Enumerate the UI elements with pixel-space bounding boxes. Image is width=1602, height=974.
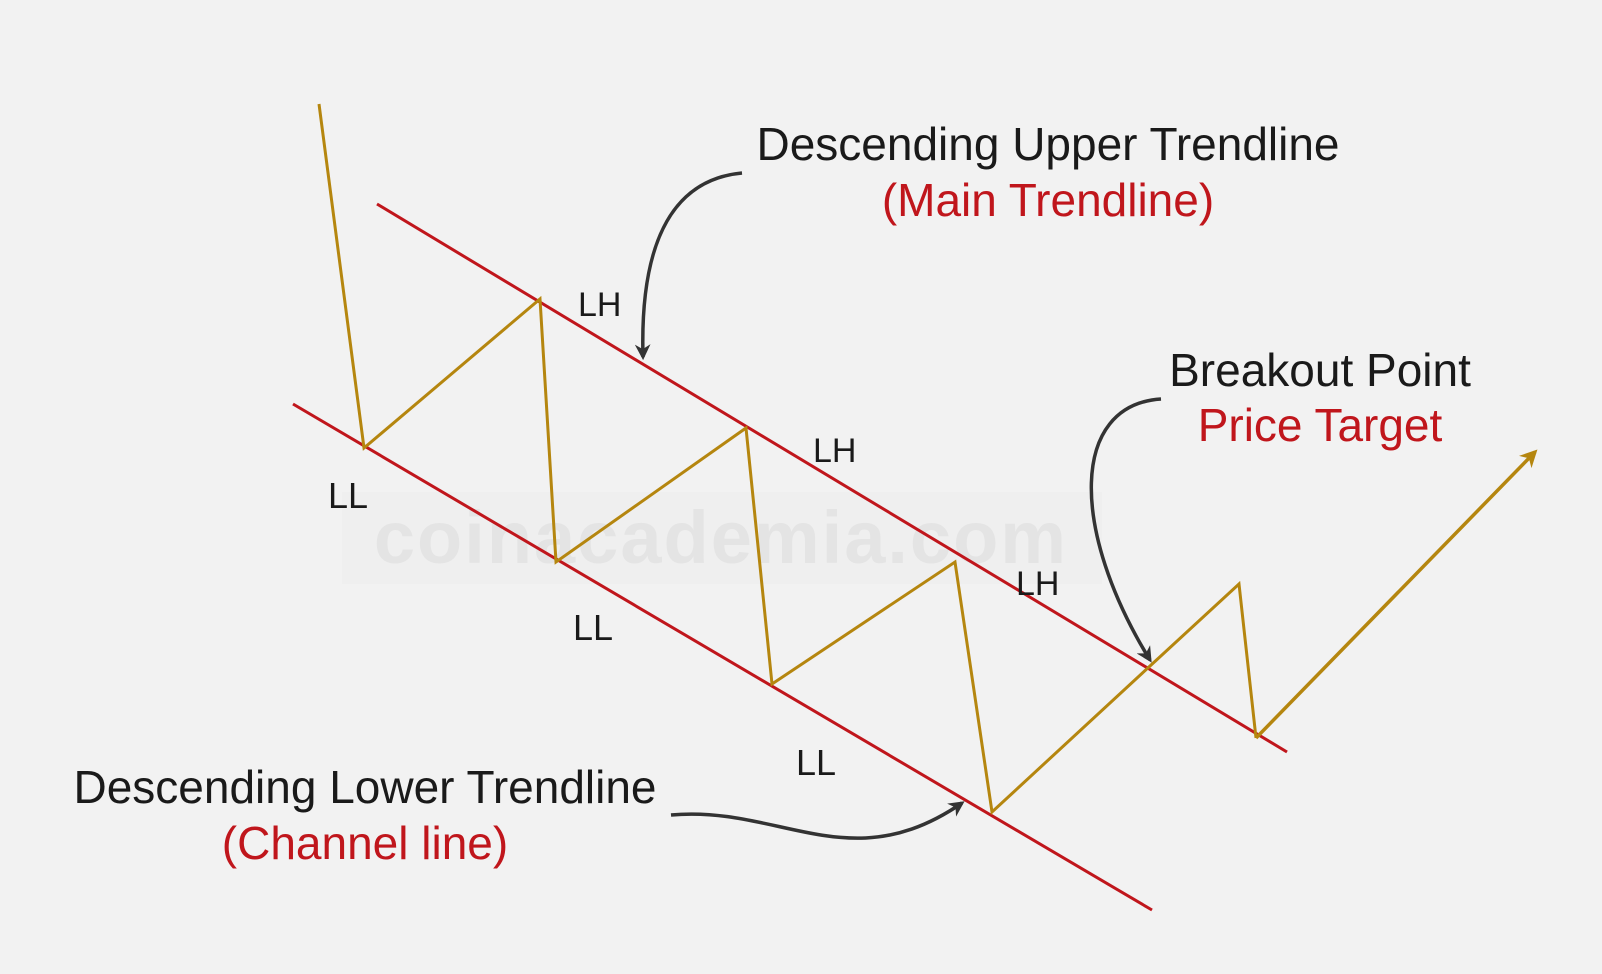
swing-label-ll-3: LL [796, 742, 836, 783]
price-path [317, 103, 1258, 816]
breakout-subtitle: Price Target [1198, 399, 1443, 451]
upper-trendline-subtitle: (Main Trendline) [882, 174, 1214, 226]
breakout-title: Breakout Point [1169, 344, 1471, 396]
breakout-callout-arrow [1089, 397, 1162, 663]
breakout-arrow [1254, 449, 1538, 740]
swing-label-lh-2: LH [813, 432, 856, 470]
swing-label-lh-3: LH [1016, 565, 1059, 603]
lower-callout-arrow [670, 801, 965, 840]
watermark: coinacademia.com [374, 496, 1068, 579]
swing-label-ll-1: LL [328, 475, 368, 516]
swing-label-ll-2: LL [573, 607, 613, 648]
lower-trendline-title: Descending Lower Trendline [73, 761, 656, 813]
lower-trendline-subtitle: (Channel line) [222, 817, 508, 869]
swing-label-lh-1: LH [578, 286, 621, 324]
upper-trendline [376, 202, 1288, 754]
upper-trendline-title: Descending Upper Trendline [756, 118, 1339, 170]
upper-callout-arrow [634, 171, 743, 361]
lower-trendline [292, 402, 1153, 912]
